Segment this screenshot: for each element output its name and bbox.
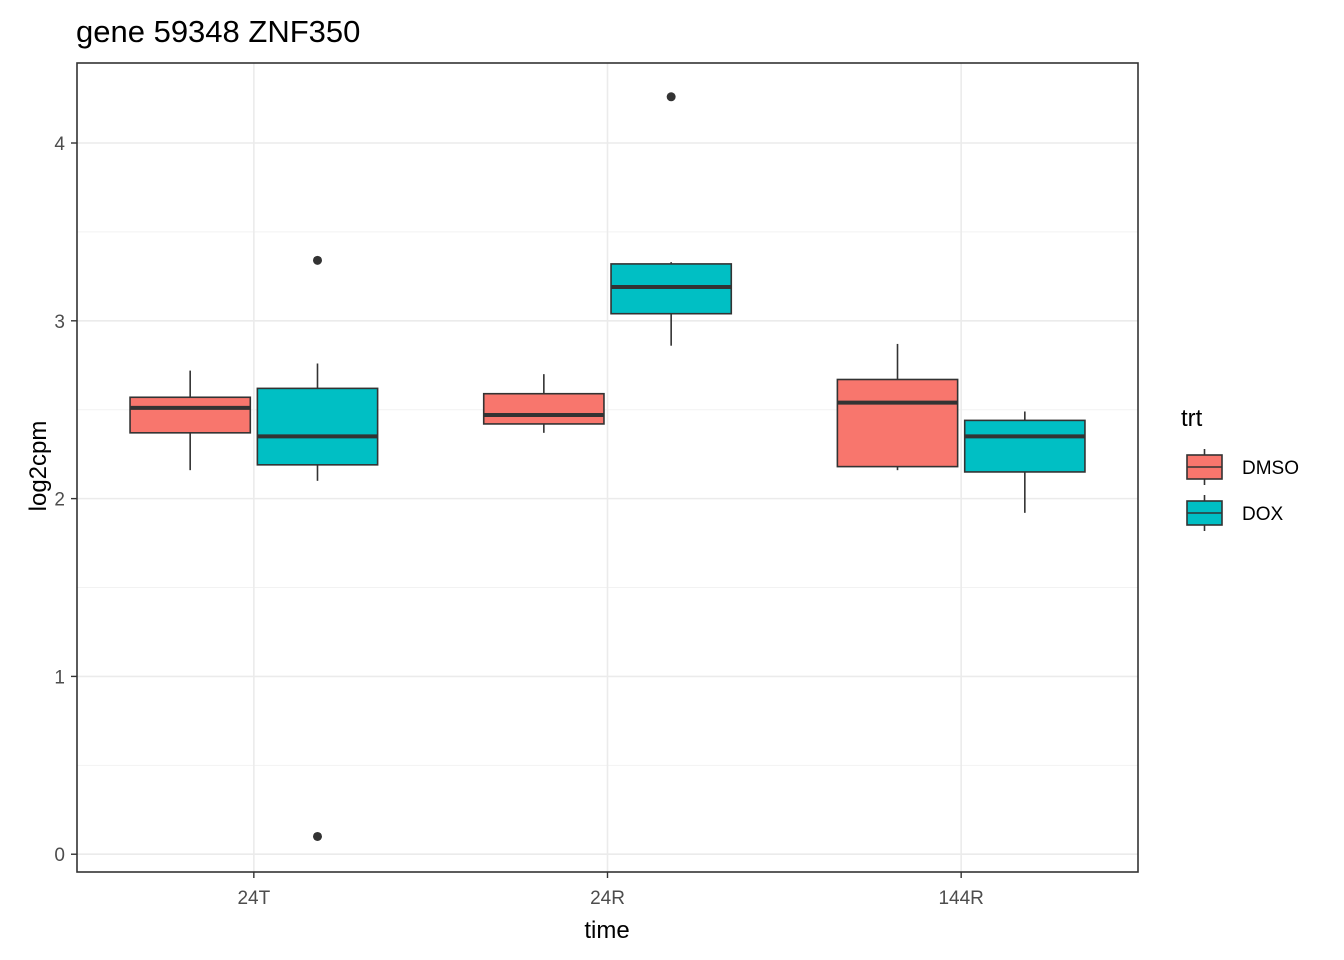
x-axis: 24T 24R 144R [237, 872, 984, 909]
boxplot-dox-144r [963, 411, 1086, 513]
boxplot-dox-24r [610, 92, 733, 346]
legend-item-dmso: DMSO [1186, 449, 1299, 485]
box [256, 387, 379, 466]
x-tick-label: 24T [237, 888, 270, 909]
y-tick-label: 3 [54, 312, 65, 333]
legend-label: DOX [1242, 504, 1284, 525]
x-axis-title: time [584, 917, 629, 944]
boxplot-dmso-24r [482, 374, 605, 433]
legend: trt DMSO DOX [1181, 405, 1299, 531]
legend-title: trt [1181, 405, 1203, 432]
boxplot-dox-24t [256, 255, 379, 841]
box [482, 392, 605, 425]
box [963, 419, 1086, 473]
boxplots [129, 92, 1086, 841]
grid-lines [77, 63, 1138, 872]
box [129, 396, 252, 434]
x-tick-label: 144R [938, 888, 983, 909]
y-axis-title: log2cpm [25, 421, 52, 512]
y-axis: 0 1 2 3 4 [54, 134, 77, 866]
chart-title: gene 59348 ZNF350 [76, 14, 360, 49]
outlier-point [312, 831, 322, 841]
y-tick-label: 0 [54, 845, 65, 866]
y-tick-label: 2 [54, 490, 65, 511]
outlier-point [666, 92, 676, 102]
y-tick-label: 4 [54, 134, 65, 155]
outlier-point [312, 255, 322, 265]
boxplot-dmso-24t [129, 370, 252, 471]
legend-item-dox: DOX [1186, 495, 1284, 531]
y-tick-label: 1 [54, 667, 65, 688]
box [836, 378, 959, 468]
x-tick-label: 24R [590, 888, 625, 909]
legend-label: DMSO [1242, 458, 1299, 479]
boxplot-dmso-144r [836, 343, 959, 471]
